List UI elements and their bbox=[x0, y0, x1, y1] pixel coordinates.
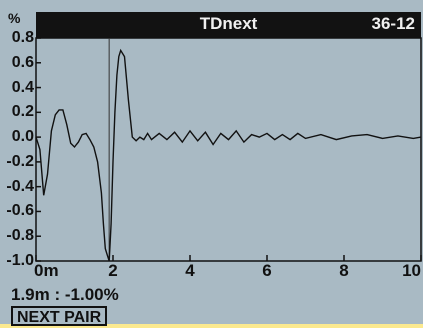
x-tick-label: 10 bbox=[402, 261, 421, 280]
y-tick-label: -0.2 bbox=[6, 152, 34, 170]
y-tick-label: 0.2 bbox=[11, 103, 34, 121]
pair-id: 36-12 bbox=[371, 14, 415, 33]
axis-tick-marks bbox=[35, 37, 422, 262]
x-tick-label: 0m bbox=[34, 261, 59, 280]
cursor-readout: 1.9m : -1.00% bbox=[11, 285, 119, 304]
y-axis-unit: % bbox=[8, 10, 21, 26]
x-tick-label: 2 bbox=[108, 261, 118, 280]
y-tick-label: -1.0 bbox=[6, 252, 34, 269]
tdr-trace bbox=[35, 48, 422, 262]
y-tick-label: -0.8 bbox=[6, 227, 34, 245]
x-tick-label: 4 bbox=[185, 261, 195, 280]
title-bar: TDnext 36-12 bbox=[36, 12, 421, 38]
y-tick-label: 0.8 bbox=[11, 29, 34, 46]
y-tick-label: -0.4 bbox=[6, 177, 34, 195]
y-tick-label: 0.0 bbox=[11, 128, 34, 146]
x-tick-label: 6 bbox=[262, 261, 272, 280]
y-tick-label: -0.6 bbox=[6, 202, 34, 220]
app-title: TDnext bbox=[199, 14, 258, 33]
y-tick-label: 0.6 bbox=[11, 53, 34, 71]
next-pair-button[interactable]: NEXT PAIR bbox=[11, 306, 108, 326]
y-tick-label: 0.4 bbox=[11, 78, 34, 96]
plot-frame bbox=[35, 37, 422, 262]
x-tick-label: 8 bbox=[339, 261, 349, 280]
